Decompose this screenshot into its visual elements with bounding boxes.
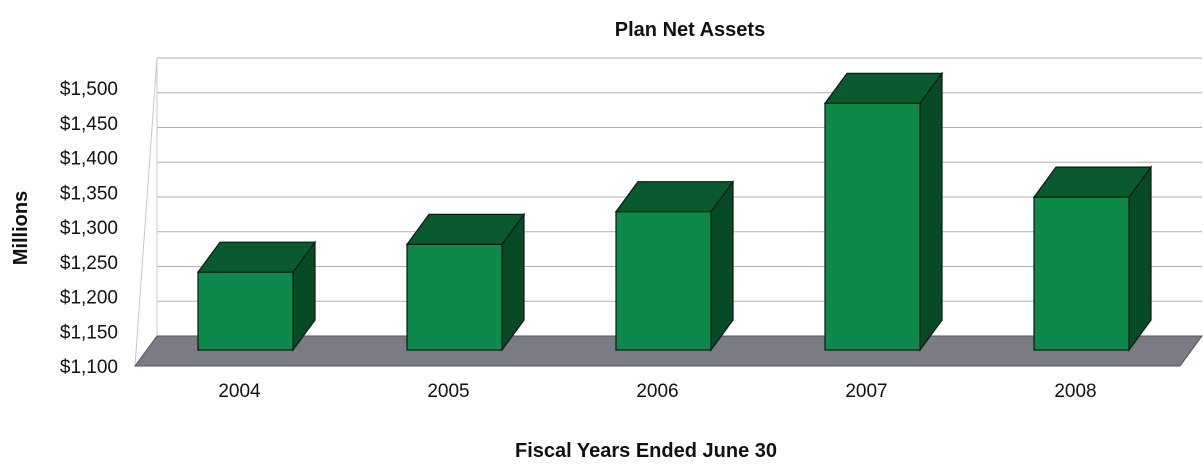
left-wall-edge xyxy=(134,57,158,367)
chart-floor xyxy=(134,335,1203,367)
bar-front-face xyxy=(615,211,712,351)
y-tick-label: $1,100 xyxy=(60,357,118,378)
x-tick-label: 2005 xyxy=(427,381,469,402)
bar-front-face xyxy=(197,271,294,351)
y-tick-label: $1,400 xyxy=(60,149,118,170)
bar-2006 xyxy=(614,179,735,352)
y-tick-label: $1,300 xyxy=(60,218,118,239)
bar-front-face xyxy=(1033,196,1130,351)
bar-2004 xyxy=(196,240,317,352)
y-tick-label: $1,450 xyxy=(60,114,118,135)
y-axis-title: Millions xyxy=(10,191,32,265)
bar-side-face xyxy=(919,71,943,352)
bar-front-face xyxy=(824,102,921,351)
x-axis-ticks: 2004 2005 2006 2007 2008 xyxy=(218,381,1096,402)
x-tick-label: 2006 xyxy=(636,381,678,402)
x-tick-label: 2007 xyxy=(845,381,887,402)
chart-title: Plan Net Assets xyxy=(615,19,765,41)
bar-2005 xyxy=(405,212,526,352)
y-tick-label: $1,150 xyxy=(60,322,118,343)
y-tick-label: $1,250 xyxy=(60,253,118,274)
y-axis-ticks: $1,100 $1,150 $1,200 $1,250 $1,300 $1,350 $1,4… xyxy=(60,79,118,378)
x-tick-label: 2008 xyxy=(1054,381,1096,402)
x-tick-label: 2004 xyxy=(218,381,261,402)
y-tick-label: $1,200 xyxy=(60,288,118,309)
x-axis-title: Fiscal Years Ended June 30 xyxy=(515,440,777,462)
bar-2007 xyxy=(823,71,944,352)
bar-side-face xyxy=(1128,165,1152,352)
bar-front-face xyxy=(406,243,503,351)
bar-2008 xyxy=(1032,165,1153,352)
y-tick-label: $1,500 xyxy=(60,79,118,100)
bars xyxy=(196,71,1153,352)
floor-plane xyxy=(134,335,1203,367)
y-tick-label: $1,350 xyxy=(60,183,118,204)
